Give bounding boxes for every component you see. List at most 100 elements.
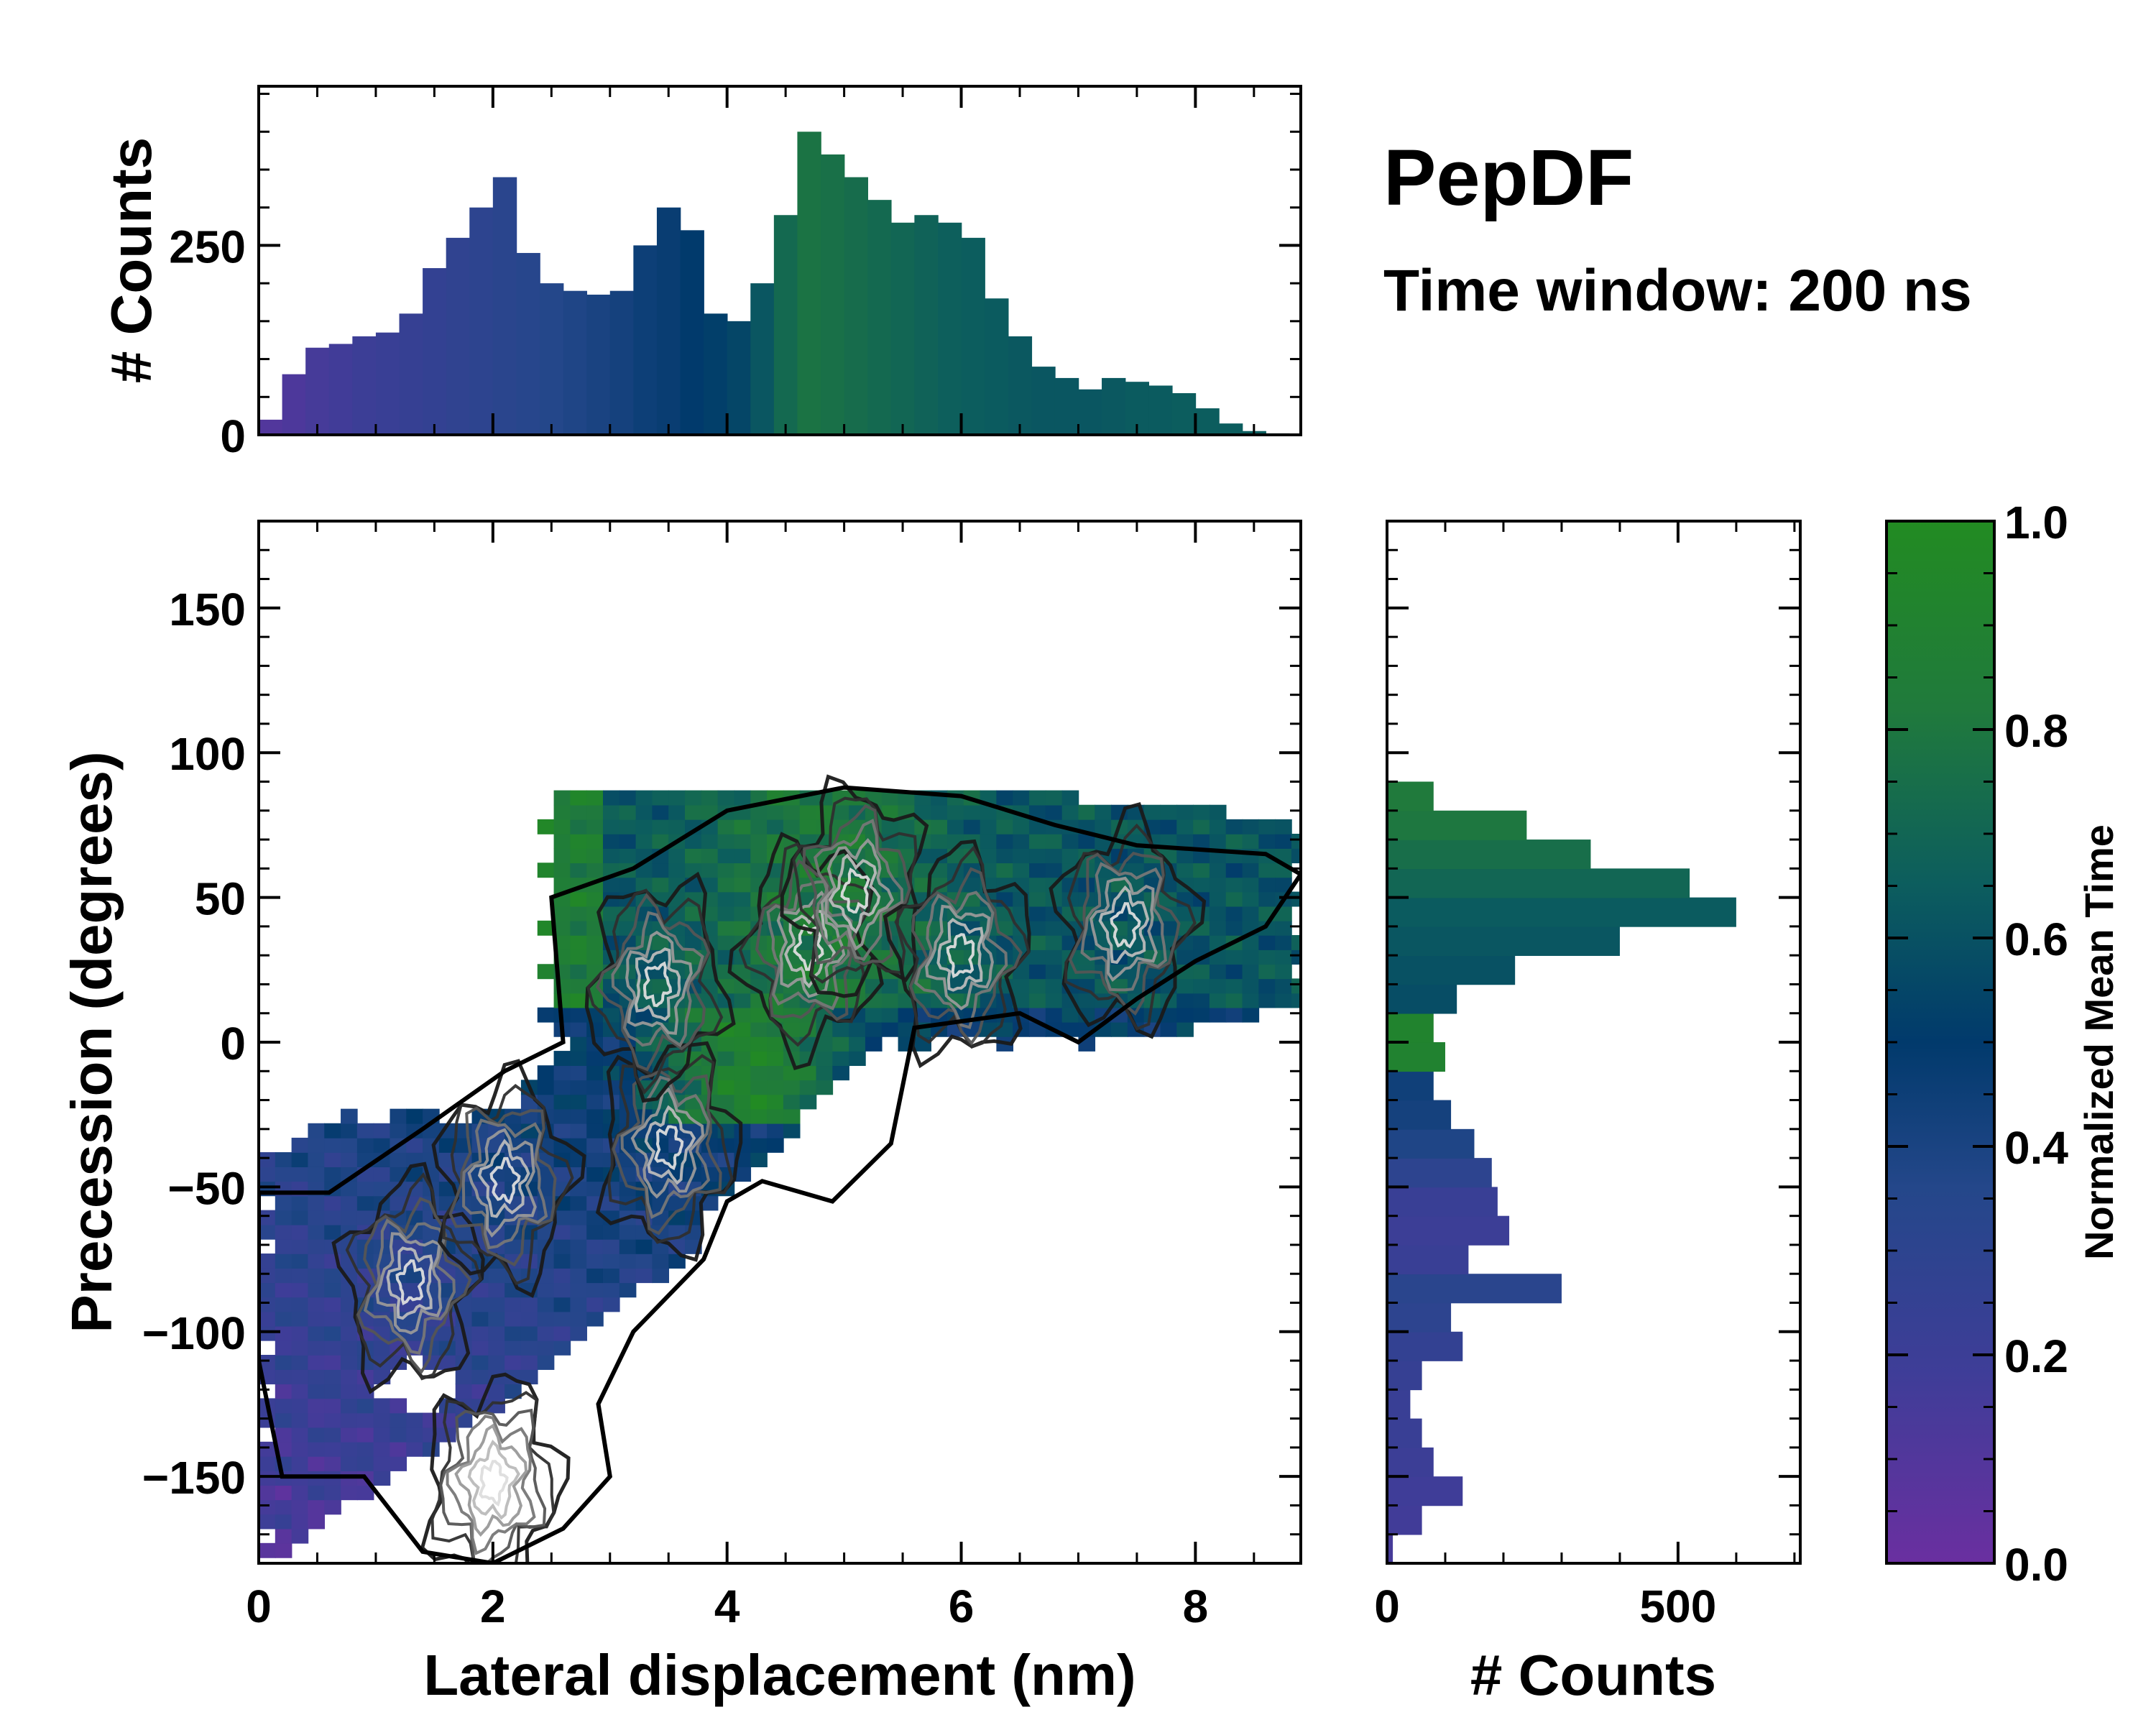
heatmap-cell	[1029, 993, 1046, 1008]
heatmap-cell	[390, 1455, 407, 1471]
heatmap-cell	[734, 1094, 752, 1110]
heatmap-cell	[1045, 790, 1063, 806]
heatmap-cell	[668, 1051, 686, 1067]
heatmap-cell	[520, 1340, 538, 1356]
heatmap-cell	[324, 1398, 341, 1414]
heatmap-cell	[1013, 862, 1030, 878]
heatmap-cell	[324, 1268, 341, 1284]
heatmap-cell	[750, 1152, 768, 1167]
heatmap-cell	[275, 1297, 292, 1312]
heatmap-cell	[356, 1123, 374, 1138]
heatmap-cell	[898, 1007, 916, 1023]
heatmap-cell	[750, 834, 768, 849]
figure-subtitle: Time window: 200 ns	[1383, 258, 1972, 323]
heatmap-cell	[291, 1412, 309, 1428]
heatmap-cell	[308, 1384, 326, 1399]
top-histogram-bar	[1171, 393, 1197, 435]
density-contour	[1080, 862, 1167, 992]
heatmap-cell	[520, 1311, 538, 1327]
density-contour	[1098, 885, 1150, 965]
heatmap-cell	[1258, 978, 1276, 994]
heatmap-cell	[1045, 862, 1063, 878]
heatmap-cell	[275, 1254, 292, 1269]
heatmap-cell	[881, 891, 899, 907]
heatmap-cell	[570, 920, 587, 936]
heatmap-cell	[291, 1384, 309, 1399]
heatmap-cell	[685, 1108, 702, 1124]
heatmap-cell	[635, 1238, 653, 1254]
heatmap-cell	[701, 834, 719, 849]
heatmap-cell	[406, 1441, 423, 1457]
heatmap-cell	[668, 1238, 686, 1254]
heatmap-cell	[1176, 834, 1194, 849]
heatmap-cell	[881, 993, 899, 1008]
heatmap-cell	[259, 1167, 276, 1182]
heatmap-cell	[275, 1167, 292, 1182]
heatmap-cell	[324, 1224, 341, 1240]
heatmap-cell	[1143, 804, 1161, 820]
heatmap-cell	[570, 1311, 587, 1327]
heatmap-cell	[832, 1021, 849, 1037]
heatmap-cell	[685, 906, 702, 921]
density-contour	[586, 888, 724, 1095]
heatmap-cell	[570, 1325, 587, 1341]
colorbar: 0.0 0.2 0.4 0.6 0.8 1.0 Normalized Mean Time	[1885, 497, 2122, 1591]
heatmap-cell	[1193, 819, 1210, 834]
heatmap-cell	[685, 804, 702, 820]
top-histogram-bar	[423, 268, 447, 435]
heatmap-cell	[553, 1268, 571, 1284]
heatmap-cell	[1225, 978, 1243, 994]
heatmap-cell	[799, 819, 817, 834]
heatmap-cell	[406, 1427, 423, 1443]
right-histogram-bar	[1387, 984, 1457, 1014]
heatmap-cell	[946, 819, 964, 834]
heatmap-cell	[308, 1167, 326, 1182]
heatmap-cell	[553, 790, 571, 806]
heatmap-cell	[816, 1080, 834, 1095]
density-contour	[1049, 801, 1207, 1039]
heatmap-cell	[341, 1355, 358, 1370]
heatmap-cell	[602, 1224, 620, 1240]
heatmap-cell	[308, 1427, 326, 1443]
heatmap-cell	[537, 862, 555, 878]
heatmap-cell	[586, 1181, 604, 1197]
top-histogram-bar	[375, 332, 400, 435]
heatmap-cell	[488, 1123, 505, 1138]
colorbar-tick-label: 0.6	[2004, 914, 2068, 965]
heatmap-cell	[1193, 978, 1210, 994]
heatmap-cell	[308, 1137, 326, 1153]
heatmap-cell	[1061, 1021, 1079, 1037]
heatmap-cell	[570, 848, 587, 864]
heatmap-cell	[1225, 862, 1243, 878]
heatmap-cell	[570, 804, 587, 820]
heatmap-cell	[783, 1080, 801, 1095]
heatmap-cell	[537, 1340, 555, 1356]
heatmap-cell	[308, 1268, 326, 1284]
right-histogram-bar	[1387, 868, 1690, 898]
heatmap-cell	[767, 934, 784, 950]
top-histogram-bar	[1195, 408, 1220, 435]
top-histogram-bar	[469, 207, 494, 435]
heatmap-cell	[750, 1123, 768, 1138]
heatmap-cell	[341, 1152, 358, 1167]
heatmap-cell	[1209, 862, 1227, 878]
heatmap-cell	[324, 1195, 341, 1211]
top-histogram-bar	[985, 298, 1009, 435]
heatmap-cell	[390, 1412, 407, 1428]
density-contour	[630, 1087, 705, 1199]
heatmap-cell	[1013, 978, 1030, 994]
heatmap-cell	[488, 1340, 505, 1356]
heatmap-cell	[537, 1080, 555, 1095]
top-histogram-bar	[773, 215, 798, 435]
heatmap-cell	[1209, 1007, 1227, 1023]
heatmap-cell	[586, 1021, 604, 1037]
heatmap-cell	[586, 1268, 604, 1284]
heatmap-cell	[1029, 862, 1046, 878]
heatmap-cell	[291, 1282, 309, 1298]
heatmap-cell	[275, 1224, 292, 1240]
heatmap-cell	[259, 1485, 276, 1501]
heatmap-cell	[570, 1051, 587, 1067]
heatmap-cell	[931, 1007, 948, 1023]
heatmap-cell	[275, 1384, 292, 1399]
heatmap-cell	[1045, 993, 1063, 1008]
